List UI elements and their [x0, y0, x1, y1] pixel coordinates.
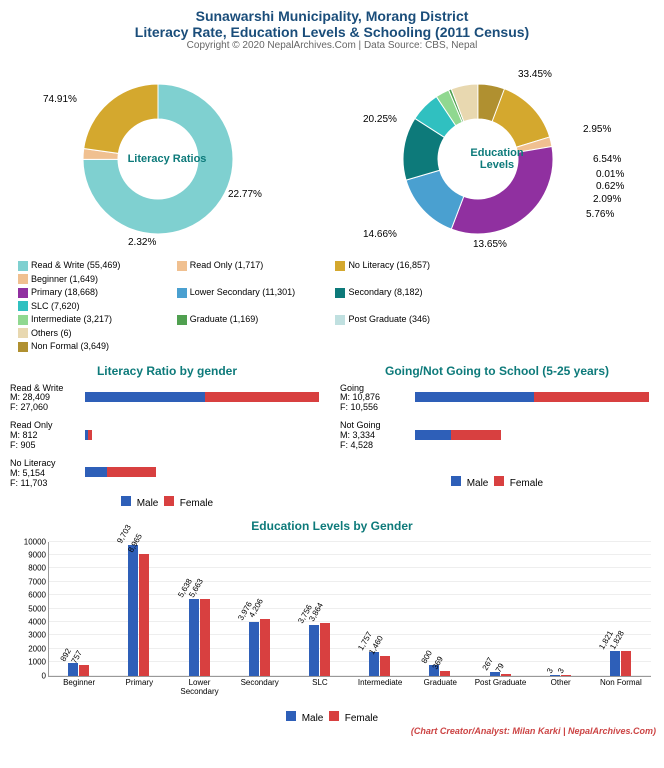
donut2-center: Education Levels: [457, 147, 537, 171]
page-title: Sunawarshi Municipality, Morang District: [8, 8, 656, 24]
donut-pct-label: 22.77%: [228, 189, 262, 200]
x-axis-label: Non Formal: [591, 678, 651, 687]
legend-item: Post Graduate (346): [335, 313, 486, 327]
hbar-group: No LiteracyM: 5,154F: 11,703: [10, 459, 324, 489]
literacy-gender-title: Literacy Ratio by gender: [8, 364, 326, 378]
x-axis-label: SLC: [290, 678, 350, 687]
shared-legend: Read & Write (55,469) Read Only (1,717) No…: [8, 259, 656, 354]
x-axis-label: Post Graduate: [471, 678, 531, 687]
vbar-group: 892757: [68, 663, 89, 675]
donut-pct-label: 33.45%: [518, 69, 552, 80]
donut-pct-label: 6.54%: [593, 154, 621, 165]
hbar-group: Read OnlyM: 812F: 905: [10, 421, 324, 451]
legend-item: Lower Secondary (11,301): [177, 286, 328, 300]
legend-item: Non Formal (3,649): [18, 340, 169, 354]
x-axis-label: Beginner: [49, 678, 109, 687]
vbar-group: 3,9764,206: [249, 619, 270, 676]
vbar-group: 9,7038,965: [128, 545, 149, 676]
donut-pct-label: 2.95%: [583, 124, 611, 135]
chart-credit: (Chart Creator/Analyst: Milan Karki | Ne…: [8, 726, 656, 736]
vbar-group: 1,7571,460: [369, 652, 390, 676]
x-axis-label: Secondary: [230, 678, 290, 687]
x-axis-label: Other: [531, 678, 591, 687]
hbar-group: Read & WriteM: 28,409F: 27,060: [10, 384, 324, 414]
donut-slice: [84, 84, 158, 153]
schooling-title: Going/Not Going to School (5-25 years): [338, 364, 656, 378]
edu-gender-chart: 0100020003000400050006000700080009000100…: [8, 537, 656, 707]
legend-item: Primary (18,668): [18, 286, 169, 300]
lit-gender-legend: Male Female: [8, 496, 326, 509]
vbar-group: 1,8211,828: [610, 651, 631, 676]
legend-item: Graduate (1,169): [177, 313, 328, 327]
vbar-group: 5,6385,663: [189, 599, 210, 675]
x-axis-label: Graduate: [410, 678, 470, 687]
donut-pct-label: 5.76%: [586, 209, 614, 220]
hbar-group: GoingM: 10,876F: 10,556: [340, 384, 654, 414]
vbar-group: 800369: [429, 665, 450, 676]
edu-gender-legend: Male Female: [8, 711, 656, 724]
donut-pct-label: 74.91%: [43, 94, 77, 105]
donut-pct-label: 0.62%: [596, 181, 624, 192]
hbar-group: Not GoingM: 3,334F: 4,528: [340, 421, 654, 451]
legend-item: Beginner (1,649): [18, 273, 169, 287]
donut-pct-label: 20.25%: [363, 114, 397, 125]
edu-gender-title: Education Levels by Gender: [8, 519, 656, 533]
schooling-chart: GoingM: 10,876F: 10,556 Not GoingM: 3,334…: [338, 382, 656, 472]
legend-item: Others (6): [18, 327, 169, 341]
legend-item: No Literacy (16,857): [335, 259, 486, 273]
x-axis-label: Primary: [109, 678, 169, 687]
donut-pct-label: 0.01%: [596, 169, 624, 180]
x-axis-label: Intermediate: [350, 678, 410, 687]
donut-pct-label: 2.32%: [128, 237, 156, 248]
literacy-donut: Literacy Ratios 74.91% 2.32% 22.77%: [8, 59, 326, 259]
vbar-group: 3,7563,864: [309, 623, 330, 675]
legend-item: Secondary (8,182): [335, 286, 486, 300]
legend-item: Intermediate (3,217): [18, 313, 169, 327]
schooling-legend: Male Female: [338, 476, 656, 489]
legend-item: SLC (7,620): [18, 300, 169, 314]
vbar-group: 26779: [490, 672, 511, 676]
legend-item: Read Only (1,717): [177, 259, 328, 273]
education-donut: Education Levels 33.45% 20.25% 14.66% 13.65…: [338, 59, 656, 259]
donut1-center: Literacy Ratios: [127, 153, 207, 165]
donut-slice: [406, 170, 464, 229]
page-subtitle: Literacy Rate, Education Levels & School…: [8, 24, 656, 40]
x-axis-label: Lower Secondary: [170, 678, 230, 696]
donut-pct-label: 13.65%: [473, 239, 507, 250]
donut-pct-label: 2.09%: [593, 194, 621, 205]
donut-pct-label: 14.66%: [363, 229, 397, 240]
copyright-text: Copyright © 2020 NepalArchives.Com | Dat…: [8, 40, 656, 51]
legend-item: Read & Write (55,469): [18, 259, 169, 273]
literacy-gender-chart: Read & WriteM: 28,409F: 27,060 Read OnlyM…: [8, 382, 326, 492]
